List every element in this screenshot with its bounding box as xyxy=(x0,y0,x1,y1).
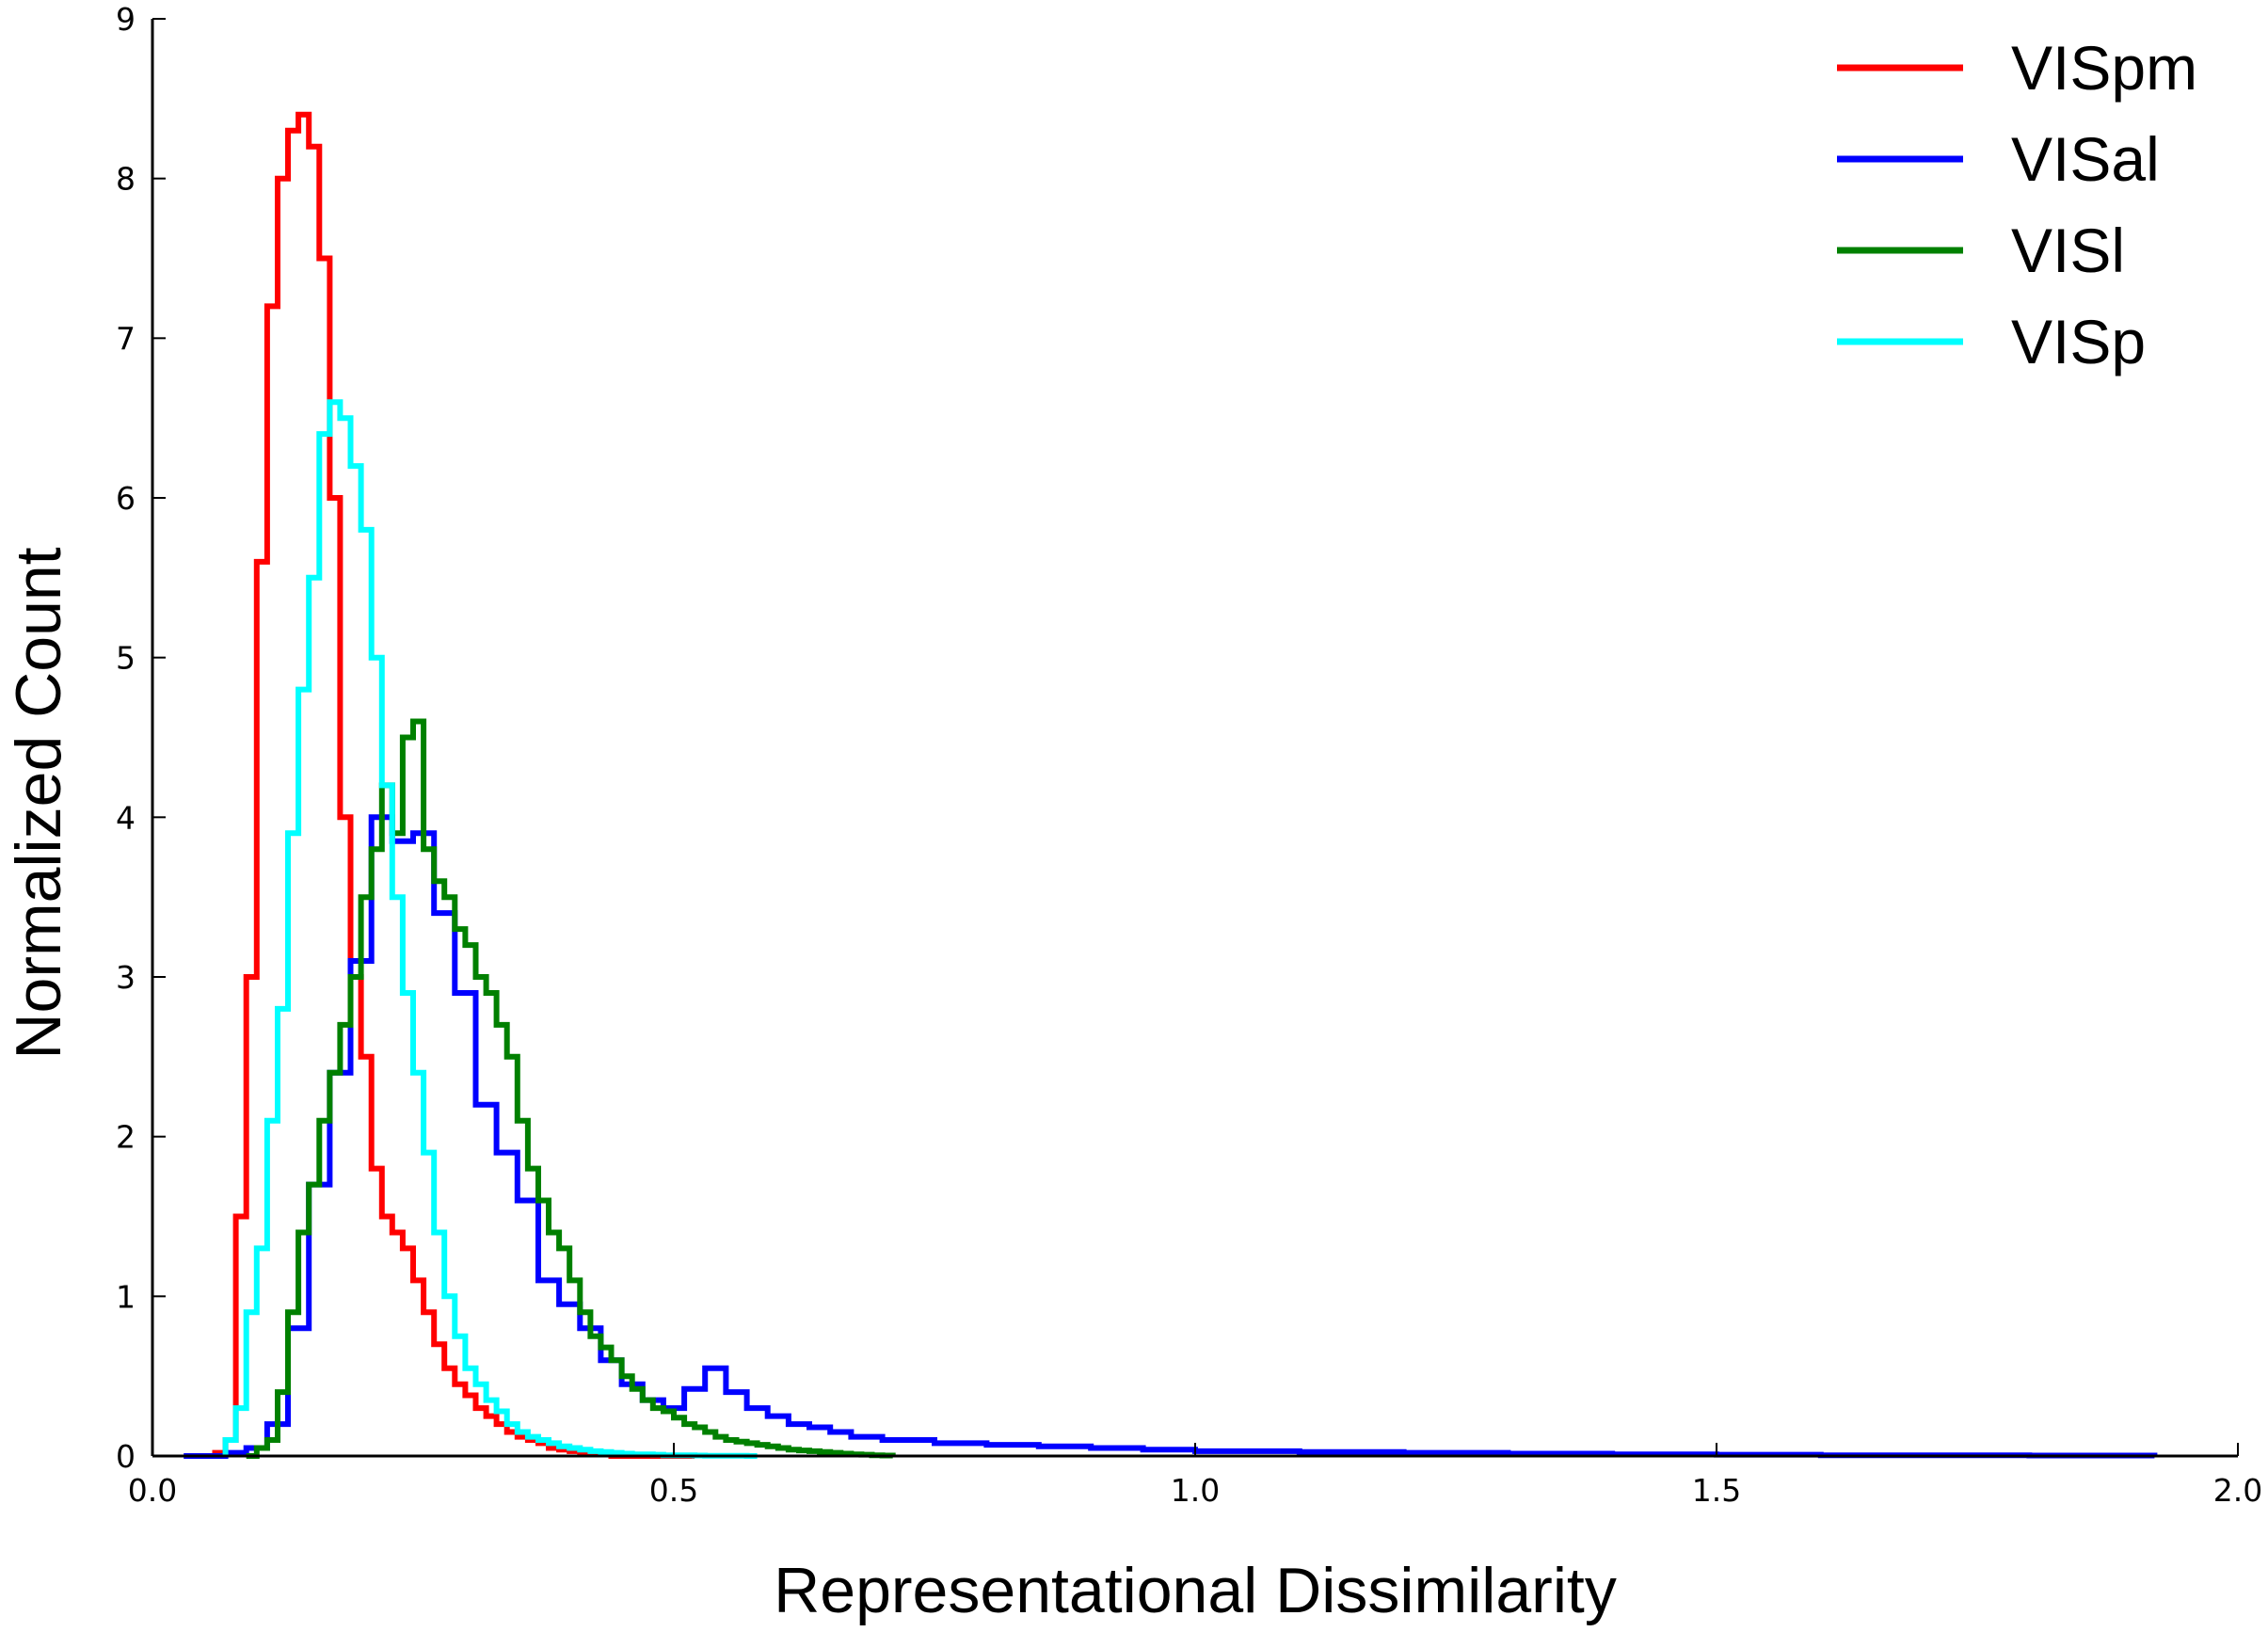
y-tick-label: 3 xyxy=(116,959,136,996)
y-tick-label: 4 xyxy=(116,799,136,836)
y-tick-label: 9 xyxy=(116,1,136,38)
y-tick-label: 1 xyxy=(116,1278,136,1315)
x-tick-label: 0.5 xyxy=(649,1472,698,1509)
legend: VISpm VISal VISl VISp xyxy=(1837,33,2197,376)
tick-labels: 0.0 0.5 1.0 1.5 2.0 0 1 2 3 4 5 6 7 8 9 xyxy=(116,1,2262,1509)
series-vispm-line xyxy=(212,111,695,1459)
series-visp-line xyxy=(222,399,758,1459)
legend-label-visp: VISp xyxy=(2011,307,2146,376)
legend-label-vispm: VISpm xyxy=(2011,33,2197,103)
series-visl-line xyxy=(246,718,896,1459)
y-tick-label: 5 xyxy=(116,640,136,677)
series-visal-line xyxy=(184,814,2158,1459)
y-tick-label: 6 xyxy=(116,480,136,517)
legend-label-visl: VISl xyxy=(2011,216,2125,285)
y-tick-label: 0 xyxy=(116,1438,136,1475)
x-tick-label: 2.0 xyxy=(2213,1472,2262,1509)
y-axis-title: Normalized Count xyxy=(3,547,74,1059)
axes xyxy=(151,18,2239,1458)
y-tick-label: 8 xyxy=(116,161,136,198)
legend-label-visal: VISal xyxy=(2011,124,2160,194)
y-tick-label: 7 xyxy=(116,320,136,357)
x-tick-label: 1.0 xyxy=(1171,1472,1220,1509)
y-tick-label: 2 xyxy=(116,1119,136,1156)
series-layer xyxy=(184,111,2158,1459)
x-tick-label: 1.5 xyxy=(1692,1472,1741,1509)
x-tick-label: 0.0 xyxy=(128,1472,177,1509)
x-axis-title: Representational Dissimilarity xyxy=(774,1555,1617,1626)
